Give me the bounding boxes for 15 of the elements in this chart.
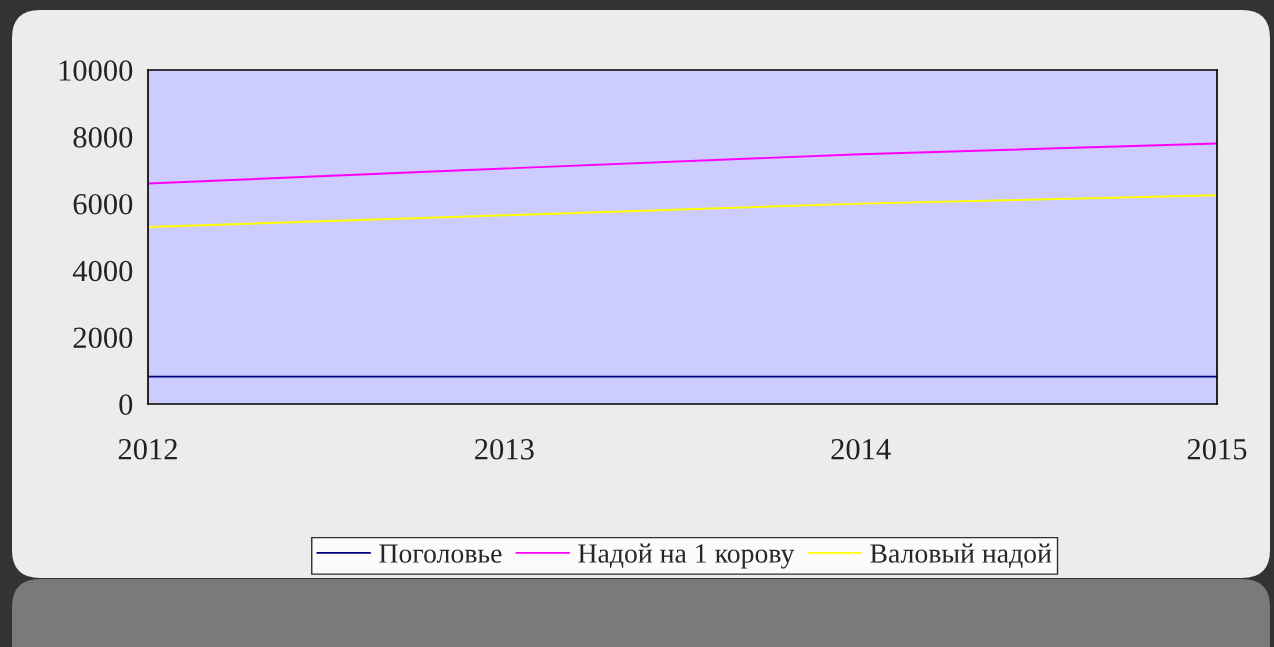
y-tick-label: 8000 bbox=[73, 127, 133, 148]
legend-label: Поголовье bbox=[379, 544, 502, 563]
y-tick-label: 4000 bbox=[72, 260, 133, 282]
y-tick-label: 6000 bbox=[73, 193, 133, 215]
y-tick-label: 2000 bbox=[73, 327, 133, 349]
x-tick-label: 2013 bbox=[475, 438, 534, 460]
legend-label: Надой на 1 корову bbox=[578, 543, 795, 569]
x-tick-label: 2015 bbox=[1187, 438, 1247, 460]
legend-label: Валовый надой bbox=[870, 543, 1052, 568]
line-series bbox=[148, 142, 1217, 185]
y-tick-label: 10000 bbox=[59, 60, 133, 81]
line-series bbox=[148, 194, 1217, 228]
y-tick-label: 0 bbox=[119, 394, 133, 415]
x-tick-label: 2014 bbox=[831, 438, 891, 460]
x-tick-label: 2012 bbox=[118, 438, 177, 460]
